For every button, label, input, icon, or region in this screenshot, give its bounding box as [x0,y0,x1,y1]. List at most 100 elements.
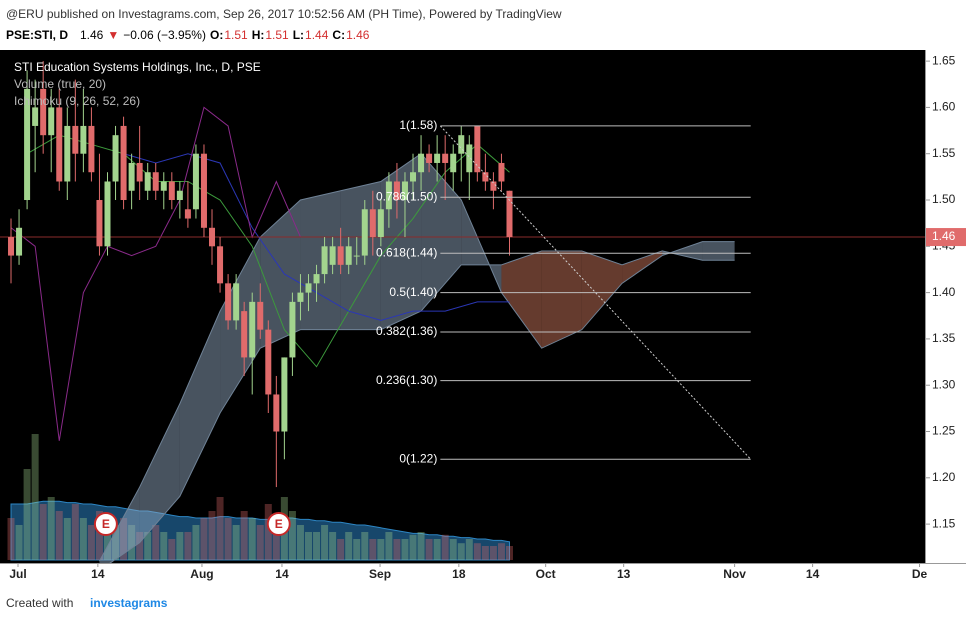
footer-brand: investagrams [90,596,168,610]
candle-body [329,246,336,265]
x-tick-label: Oct [536,567,556,581]
candle-body [192,153,199,210]
volume-bar [505,546,513,560]
candle-body [337,246,344,265]
x-tick-label: 14 [91,567,105,581]
cloud [622,250,663,284]
volume-bar [63,518,71,560]
cloud [220,237,261,413]
x-tick-label: Nov [723,567,746,581]
y-tick-label: 1.40 [932,285,956,299]
candle-body [305,283,312,293]
candle-body [136,162,143,182]
candle-body [32,107,39,126]
event-marker [93,512,118,536]
cloud [581,250,623,330]
cloud [300,190,341,330]
volume-bar [152,525,160,560]
volume-bar [7,518,15,560]
volume-bar [39,504,47,560]
volume-bar [168,539,176,560]
candle-body [385,181,392,210]
candle-body [410,172,417,182]
candle-body [345,246,352,265]
candle-body [321,246,328,275]
header-value: 1.51 [224,28,248,42]
volume-bar [55,511,63,560]
candle-body [112,135,119,182]
volume-bar [15,525,23,560]
volume-bar [136,532,144,560]
volume-bar [489,546,497,560]
candle-body [442,153,449,163]
volume-bar [176,532,184,560]
volume-bar [449,539,457,560]
volume-bar [481,546,489,560]
volume-bar [409,534,417,560]
candle-body [474,125,481,173]
header-value: 1.44 [305,28,329,42]
cloud [139,403,180,543]
header-line: @ERU published on Investagrams.com, Sep … [6,7,562,21]
volume-bar [369,539,377,560]
candle-body [434,153,441,163]
volume-bar [264,504,272,560]
header-symbol: PSE:STI, D [6,28,68,42]
legend-entry: STI Education Systems Holdings, Inc., D,… [14,60,261,74]
candle-body [96,200,103,247]
candle-body [249,301,256,358]
candle-body [160,181,167,191]
candle-body [24,88,31,201]
candle-body [168,181,175,201]
volume-bar [71,504,79,560]
y-tick-label: 1.20 [932,470,956,484]
candle-body [225,283,232,321]
cloud [179,311,221,497]
cloud [501,250,542,349]
candle-body [16,227,23,256]
candle-body [353,255,360,257]
volume-bar [497,543,505,560]
candle-body [64,125,71,182]
candle-body [289,301,296,358]
volume-bar [401,539,409,560]
event-label: E [102,517,110,531]
cloud [702,241,735,261]
volume-bar [103,518,111,560]
candle-body [458,135,465,154]
y-tick-label: 1.55 [932,146,956,160]
x-tick-label: 18 [452,567,466,581]
volume-bar [240,511,248,560]
candle-body [217,246,224,284]
volume-bar [47,497,55,560]
header-value: H: [252,28,265,42]
event-label: E [275,517,283,531]
volume-bar [385,532,393,560]
fib-label: 0.236(1.30) [376,373,437,387]
candle-body [482,172,489,182]
volume-bar [224,518,232,560]
volume-bar [465,539,473,560]
candle-body [80,125,87,154]
volume-bar [23,469,31,560]
volume-bar [361,532,369,560]
candle-body [8,237,15,256]
candle-body [120,125,127,201]
y-tick-label: 1.35 [932,331,956,345]
volume-bar [248,518,256,560]
volume-bar [304,532,312,560]
x-tick-label: Jul [9,567,26,581]
candle-body [313,274,320,284]
header-value: 1.46 [80,28,104,42]
x-tick-label: De [912,567,928,581]
volume-bar [192,525,200,560]
x-tick-label: Sep [369,567,391,581]
fib-label: 0.618(1.44) [376,245,437,259]
candle-body [297,292,304,302]
plot: 1(1.58) 0.786(1.50) 0.618(1.44) 0.5(1.40) 0.… [0,60,925,563]
candle-body [56,107,63,182]
footer-text: Created with [6,596,73,610]
volume-bar [232,525,240,560]
candle-body [401,181,408,201]
